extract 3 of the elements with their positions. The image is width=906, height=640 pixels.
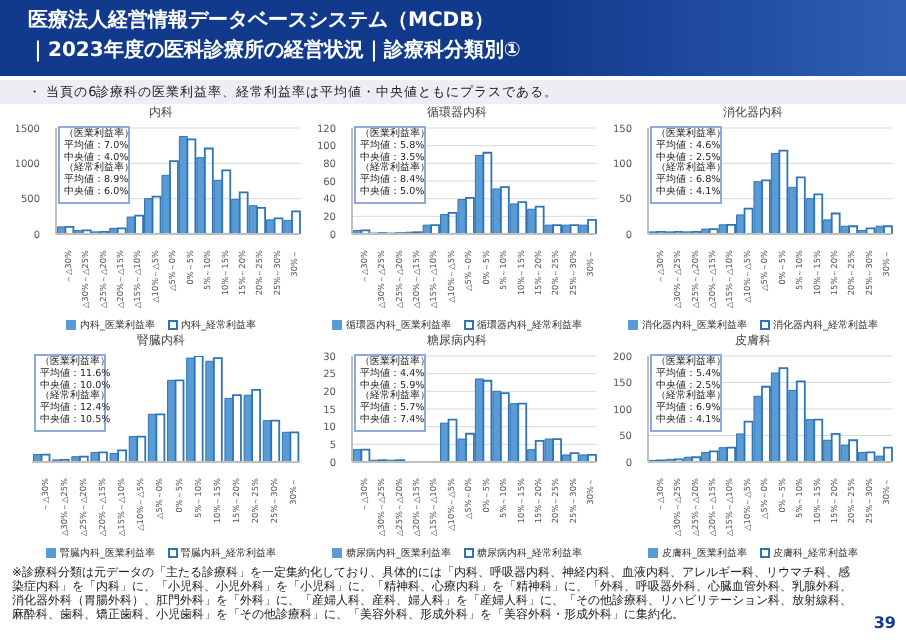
text: 39 bbox=[873, 614, 896, 632]
text: ｜2023年度の医科診療所の経営状況｜診療科分類別① bbox=[28, 38, 521, 66]
text: 医療法人経営情報データベースシステム（MCDB） bbox=[28, 8, 495, 36]
